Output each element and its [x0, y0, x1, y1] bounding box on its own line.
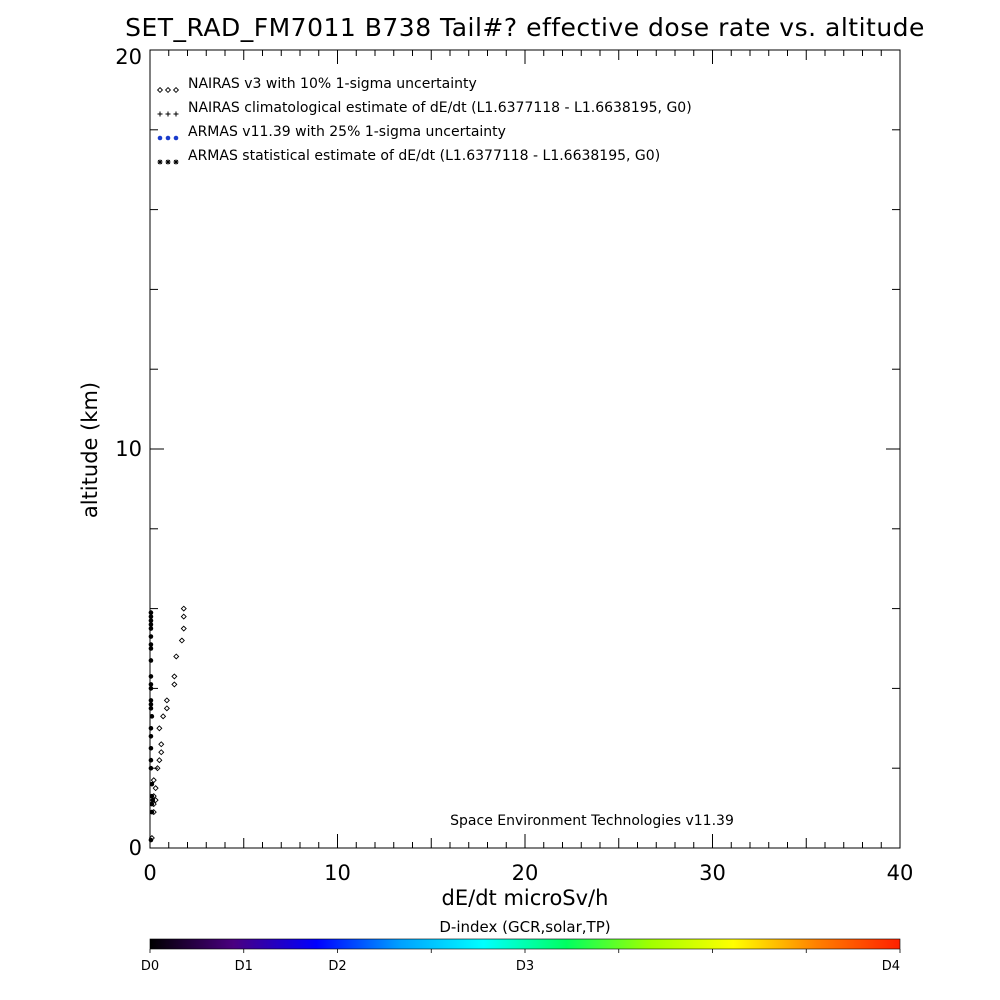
data-point: [148, 745, 154, 751]
data-point: [158, 749, 165, 756]
colorbar-label: D1: [235, 959, 253, 974]
legend-marker: [164, 86, 172, 94]
data-point: [160, 713, 167, 720]
data-point: [148, 686, 154, 691]
data-point: [148, 622, 154, 627]
data-point: [173, 653, 180, 660]
x-tick-label: 30: [699, 861, 726, 885]
data-point: [152, 785, 159, 792]
data-point: [148, 614, 154, 619]
plot-frame: [149, 49, 901, 849]
data-point: [158, 741, 165, 748]
data-point: [148, 658, 154, 663]
data-point: [163, 697, 170, 704]
data-point: [148, 674, 154, 679]
data-point: [149, 714, 155, 719]
data-point: [148, 733, 154, 739]
data-point: [148, 646, 154, 651]
data-point: [150, 797, 156, 803]
axis-tick-labels: 0 10 20 30 40 0 10 20: [115, 45, 913, 885]
data-point: [149, 809, 155, 815]
data-point: [163, 705, 170, 712]
y-tick-label: 20: [115, 45, 142, 69]
legend-marker: [165, 135, 171, 141]
legend-entry-label: NAIRAS climatological estimate of dE/dt …: [188, 100, 692, 116]
data-point: [180, 625, 187, 632]
data-point: [148, 682, 154, 687]
data-point: [180, 613, 187, 620]
data-point: [148, 618, 154, 623]
legend-marker: [172, 86, 180, 94]
colorbar-label: D3: [516, 959, 534, 974]
credit-label: Space Environment Technologies v11.39: [450, 813, 734, 829]
legend-marker: [173, 111, 179, 117]
legend-marker: [173, 135, 179, 141]
legend-marker: [157, 111, 163, 117]
data-point: [148, 626, 154, 631]
y-tick-label: 0: [129, 836, 142, 860]
data-point: [180, 605, 187, 612]
colorbar-label: D0: [141, 959, 159, 974]
data-point: [150, 777, 157, 784]
x-tick-label: 0: [143, 861, 156, 885]
data-point: [148, 610, 154, 615]
data-point: [148, 634, 154, 639]
data-point: [149, 793, 155, 799]
x-axis-label: dE/dt microSv/h: [442, 886, 609, 910]
data-point: [148, 837, 154, 843]
colorbar-ticks: [149, 949, 901, 953]
legend-marker: [157, 135, 163, 141]
colorbar-label: D2: [328, 959, 346, 974]
colorbar: [149, 938, 901, 950]
data-point: [156, 757, 163, 764]
data-point: [171, 681, 178, 688]
colorbar-labels: D0 D1 D2 D3 D4: [141, 959, 900, 974]
legend-marker: [165, 159, 171, 165]
axis-ticks: [149, 49, 901, 849]
data-point: [148, 702, 154, 707]
colorbar-title: D-index (GCR,solar,TP): [439, 918, 610, 936]
legend-marker: [157, 159, 163, 165]
data-point: [148, 726, 154, 731]
data-point: [154, 765, 161, 772]
x-tick-label: 20: [512, 861, 539, 885]
data-point: [178, 637, 185, 644]
colorbar-label: D4: [882, 959, 900, 974]
data-point: [148, 757, 154, 763]
legend-marker: [156, 86, 164, 94]
data-point: [156, 725, 163, 732]
data-point: [148, 698, 154, 703]
legend-marker: [173, 159, 179, 165]
legend: NAIRAS v3 with 10% 1-sigma uncertainty NA…: [156, 76, 692, 165]
data-point: [171, 673, 178, 680]
legend-entry-label: NAIRAS v3 with 10% 1-sigma uncertainty: [188, 76, 477, 92]
y-axis-label: altitude (km): [78, 382, 102, 518]
legend-entry-label: ARMAS v11.39 with 25% 1-sigma uncertaint…: [188, 124, 506, 140]
data-point: [149, 781, 155, 787]
data-point: [148, 765, 154, 771]
chart-title: SET_RAD_FM7011 B738 Tail#? effective dos…: [125, 13, 925, 42]
legend-marker: [165, 111, 171, 117]
data-point: [148, 642, 154, 647]
x-tick-label: 10: [324, 861, 351, 885]
data-point: [149, 801, 155, 807]
legend-entry-label: ARMAS statistical estimate of dE/dt (L1.…: [188, 148, 660, 164]
data-point: [148, 706, 154, 711]
x-tick-label: 40: [887, 861, 914, 885]
plot-area: [149, 49, 901, 849]
data-points: [148, 605, 187, 843]
y-tick-label: 10: [115, 437, 142, 461]
